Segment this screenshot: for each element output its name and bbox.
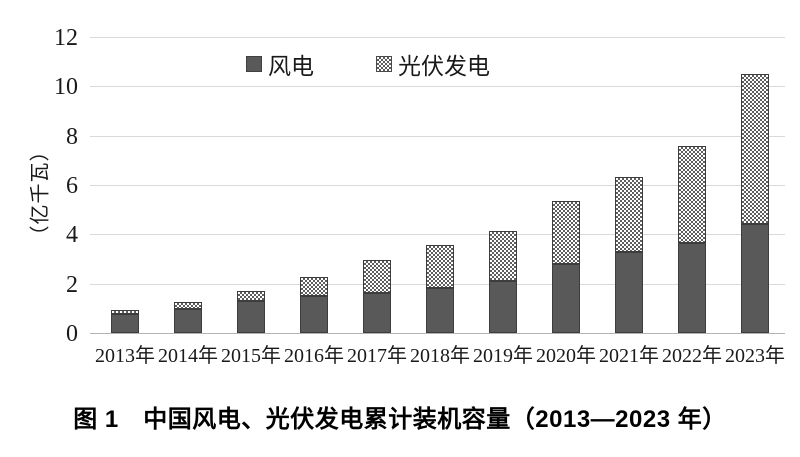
x-tick-label-2015年: 2015年 <box>221 345 281 367</box>
bar-segment-wind-2018年 <box>426 287 454 333</box>
bar-segment-wind-2023年 <box>741 224 769 333</box>
bar-segment-solar-2016年 <box>300 277 328 297</box>
x-tick-label-2016年: 2016年 <box>284 345 344 367</box>
bar-segment-wind-2013年 <box>111 314 139 333</box>
bar-segment-solar-2014年 <box>174 302 202 310</box>
bar-segment-solar-2021年 <box>615 176 643 253</box>
legend-item-wind: 风电 <box>246 47 314 81</box>
legend-label-wind: 风电 <box>268 54 314 79</box>
bar-segment-solar-2022年 <box>678 146 706 243</box>
figure-caption: 图 1 中国风电、光伏发电累计装机容量（2013—2023 年） <box>73 406 727 433</box>
x-tick-label-2013年: 2013年 <box>95 345 155 367</box>
y-tick-label-0: 0 <box>66 321 78 347</box>
x-tick-label-2017年: 2017年 <box>347 345 407 367</box>
wind-swatch-icon <box>246 56 262 72</box>
solar-swatch-icon <box>376 56 392 72</box>
bar-segment-wind-2019年 <box>489 281 517 333</box>
bar-segment-solar-2019年 <box>489 230 517 282</box>
bar-segment-wind-2014年 <box>174 309 202 333</box>
legend-label-solar: 光伏发电 <box>398 54 490 79</box>
x-tick-label-2014年: 2014年 <box>158 345 218 367</box>
y-tick-label-2: 2 <box>66 271 78 298</box>
bar-segment-solar-2015年 <box>237 290 265 302</box>
y-tick-label-8: 8 <box>66 123 78 150</box>
bar-segment-solar-2023年 <box>741 74 769 225</box>
x-tick-label-2019年: 2019年 <box>473 345 533 367</box>
bar-segment-solar-2020年 <box>552 201 580 264</box>
gridline-y-4 <box>90 234 785 236</box>
y-tick-label-6: 6 <box>66 173 78 199</box>
bar-segment-wind-2021年 <box>615 252 643 333</box>
gridline-y-8 <box>90 135 785 137</box>
bar-segment-solar-2013年 <box>111 309 139 315</box>
bar-segment-solar-2017年 <box>363 260 391 293</box>
bar-segment-wind-2022年 <box>678 242 706 333</box>
y-tick-label-4: 4 <box>66 222 78 249</box>
bar-segment-wind-2020年 <box>552 263 580 333</box>
x-tick-label-2018年: 2018年 <box>410 345 470 367</box>
bar-segment-solar-2018年 <box>426 244 454 288</box>
plot-area <box>90 37 785 334</box>
x-tick-label-2022年: 2022年 <box>662 345 722 367</box>
legend-item-solar: 光伏发电 <box>376 47 490 81</box>
gridline-y-6 <box>90 185 785 186</box>
bar-segment-wind-2016年 <box>300 296 328 333</box>
bar-segment-wind-2015年 <box>237 301 265 333</box>
y-tick-label-12: 12 <box>54 25 78 51</box>
x-tick-label-2020年: 2020年 <box>536 345 596 367</box>
y-tick-label-10: 10 <box>54 74 78 101</box>
x-tick-label-2023年: 2023年 <box>725 345 785 367</box>
bar-segment-wind-2017年 <box>363 292 391 333</box>
gridline-y-12 <box>90 37 785 38</box>
legend: 风电 光伏发电 <box>246 47 490 81</box>
x-tick-label-2021年: 2021年 <box>599 345 659 367</box>
gridline-y-10 <box>90 86 785 88</box>
